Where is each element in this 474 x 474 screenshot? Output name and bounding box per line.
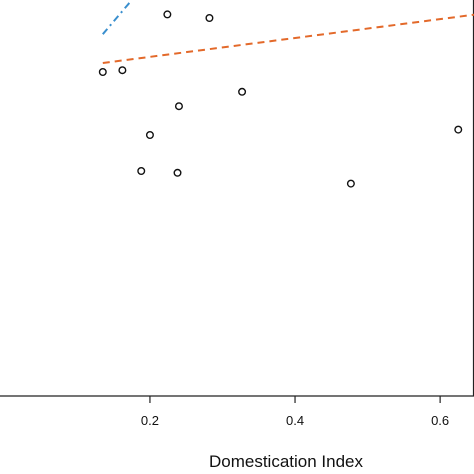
data-point-10 <box>346 179 355 188</box>
fit-lines <box>102 0 474 64</box>
x-axis: 0.2 0.4 0.6 <box>141 396 449 428</box>
x-tick-label-3: 0.6 <box>431 413 449 428</box>
data-point-9 <box>173 168 182 177</box>
plot-frame <box>0 0 474 397</box>
fit-line-1 <box>102 13 474 64</box>
data-point-6 <box>238 87 247 96</box>
fit-line-2 <box>102 0 133 35</box>
data-point-2 <box>118 66 127 75</box>
data-point-5 <box>174 102 183 111</box>
data-point-7 <box>145 130 154 139</box>
data-point-4 <box>205 13 214 22</box>
data-points <box>98 10 463 188</box>
data-point-3 <box>163 10 172 19</box>
x-tick-label-2: 0.4 <box>286 413 304 428</box>
data-point-11 <box>454 125 463 134</box>
data-point-1 <box>98 67 107 76</box>
x-axis-title: Domestication Index <box>209 452 364 471</box>
data-point-8 <box>137 166 146 175</box>
x-tick-label-1: 0.2 <box>141 413 159 428</box>
